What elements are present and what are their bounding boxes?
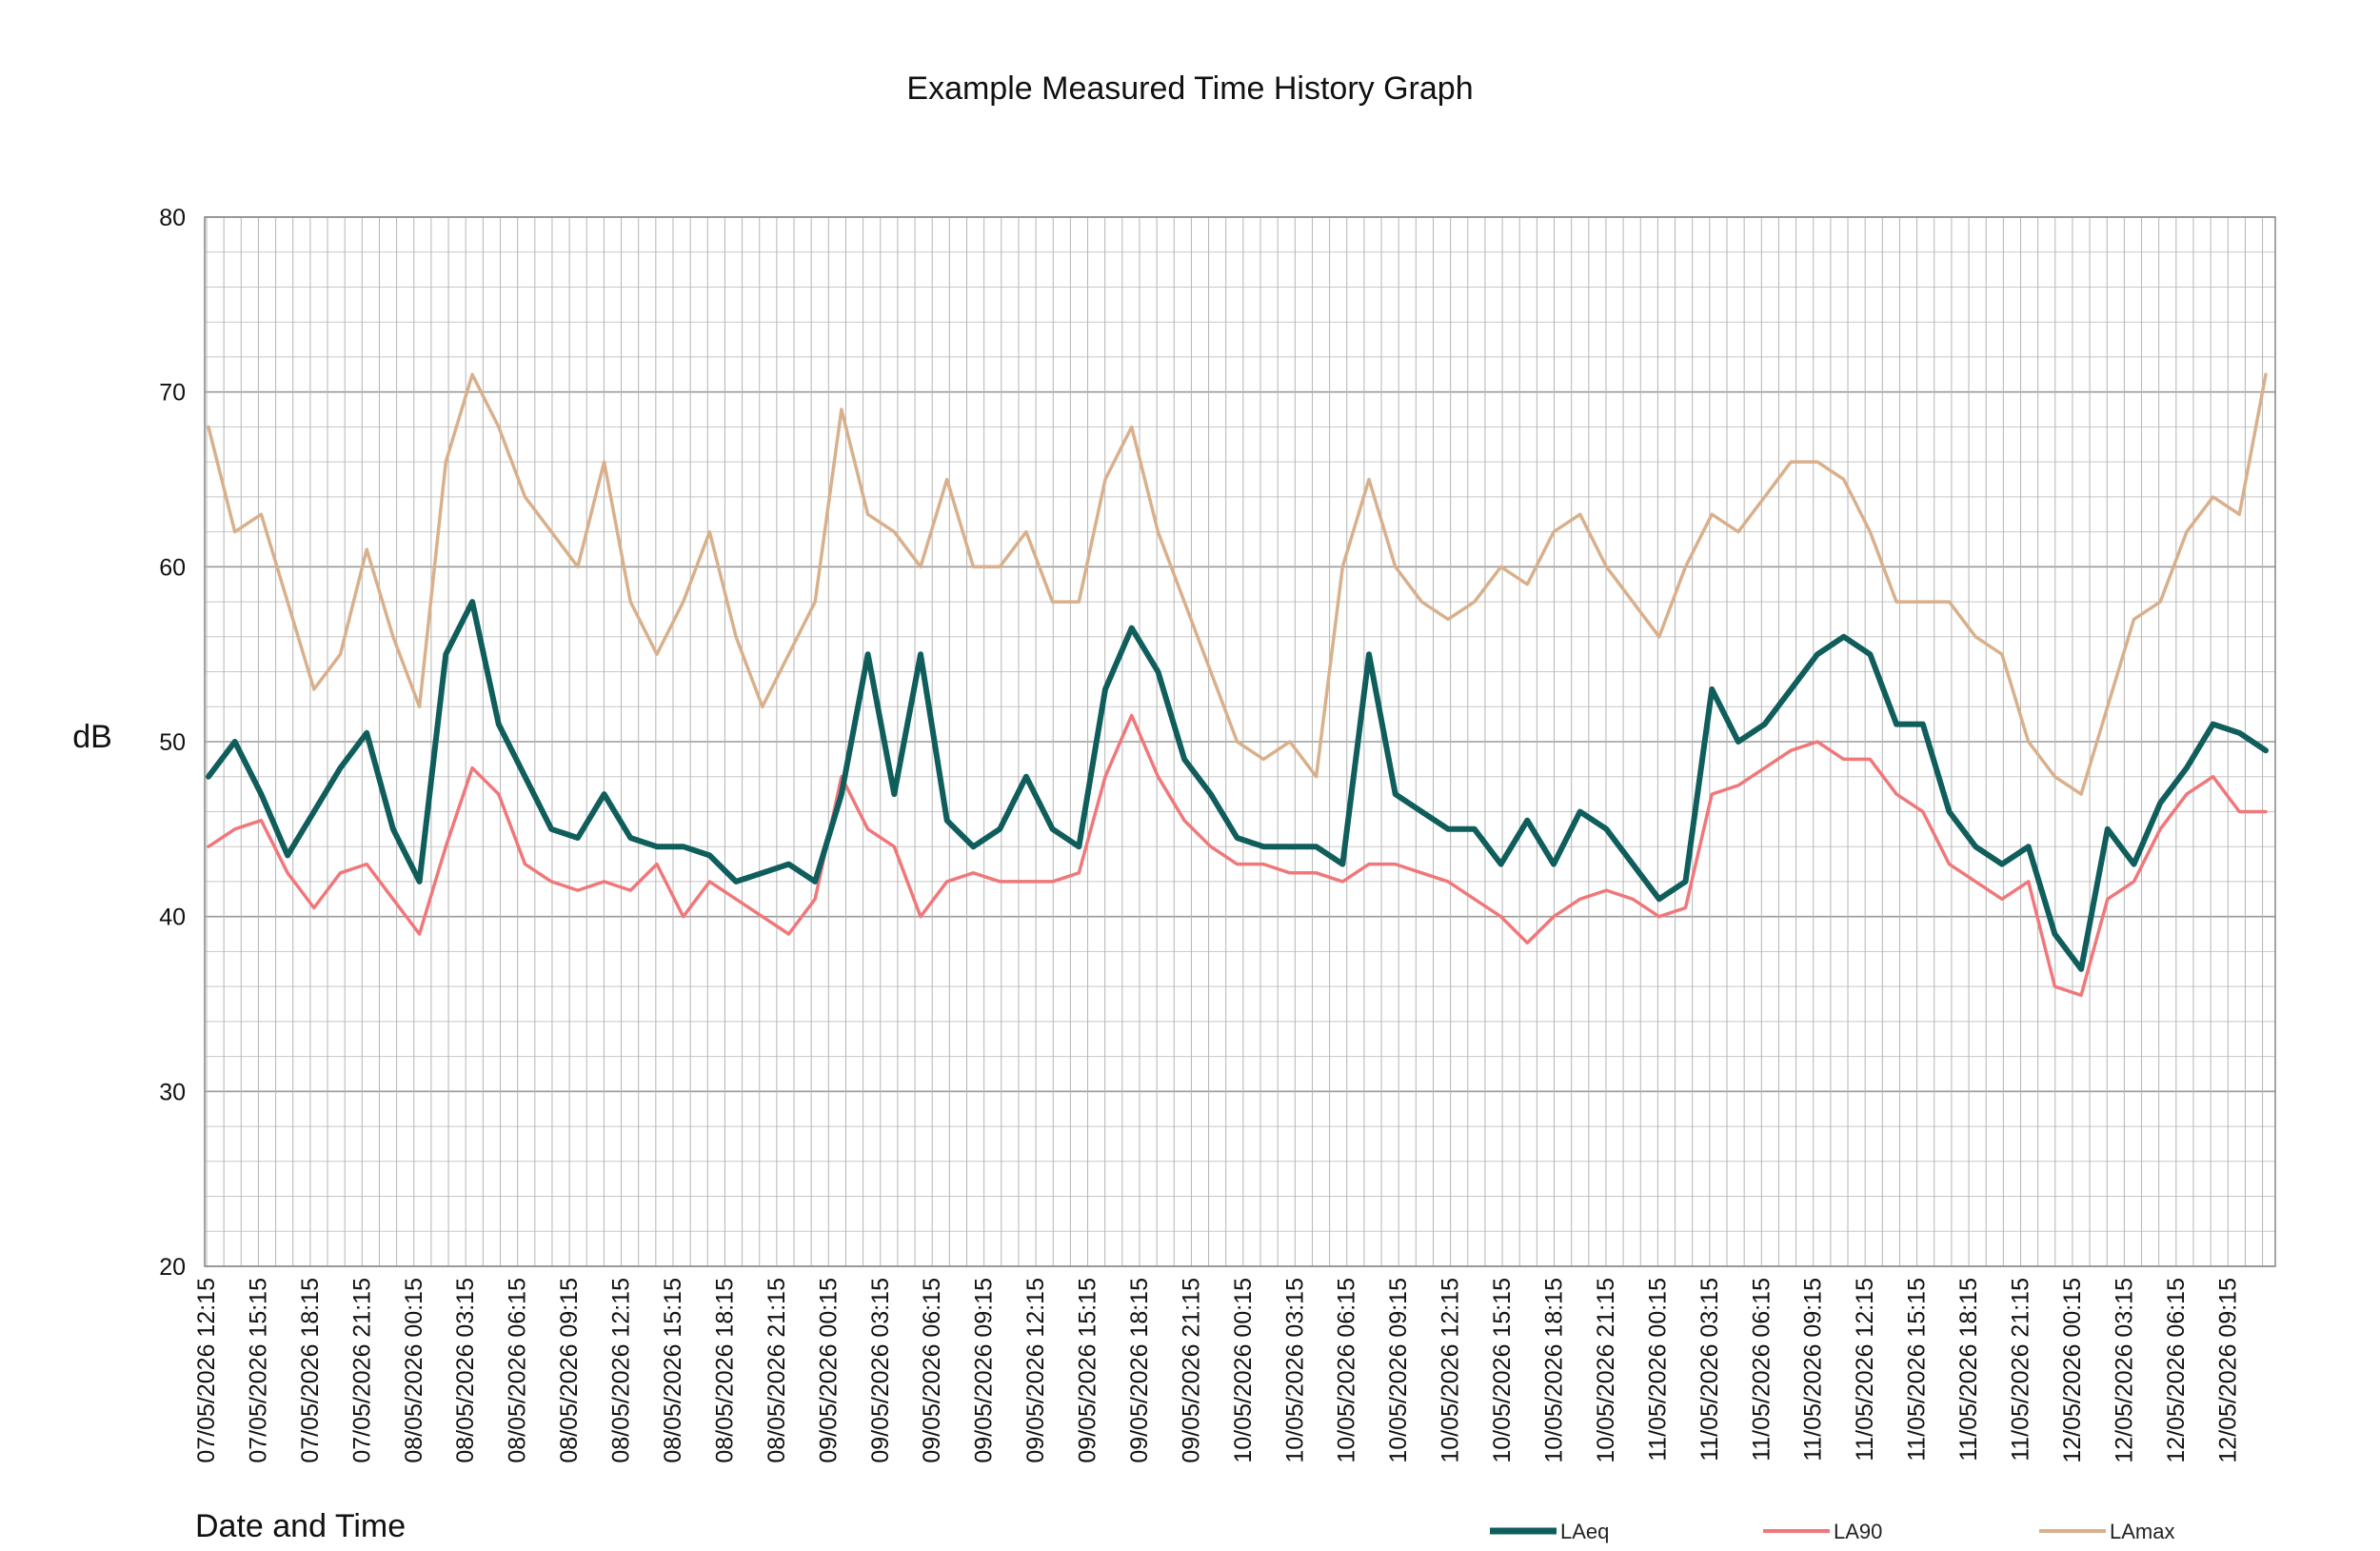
- x-tick-label: 11/05/2026 03:15: [1696, 1278, 1723, 1462]
- series-layer: [206, 372, 2269, 998]
- x-tick-label: 12/05/2026 06:15: [2163, 1278, 2190, 1463]
- x-tick-label: 07/05/2026 15:15: [245, 1278, 271, 1463]
- x-tick-label: 09/05/2026 18:15: [1126, 1278, 1153, 1463]
- x-tick-label: 11/05/2026 06:15: [1748, 1278, 1775, 1462]
- x-tick-label: 10/05/2026 06:15: [1334, 1278, 1360, 1463]
- x-tick-label: 07/05/2026 18:15: [297, 1278, 324, 1463]
- y-tick-label: 80: [159, 205, 186, 231]
- x-tick-label: 08/05/2026 18:15: [711, 1278, 738, 1463]
- y-tick-label: 20: [159, 1254, 186, 1281]
- x-tick-label: 08/05/2026 21:15: [764, 1278, 790, 1463]
- x-tick-label: 09/05/2026 03:15: [867, 1278, 894, 1463]
- x-tick-label: 11/05/2026 15:15: [1904, 1278, 1931, 1462]
- series-line-lamax: [207, 372, 2268, 796]
- x-tick-label: 09/05/2026 12:15: [1022, 1278, 1049, 1463]
- x-tick-label: 11/05/2026 12:15: [1852, 1278, 1878, 1462]
- plot-border: [204, 216, 2276, 1267]
- x-tick-label: 10/05/2026 21:15: [1593, 1278, 1619, 1463]
- x-tick-label: 10/05/2026 18:15: [1541, 1278, 1568, 1463]
- x-tick-label: 11/05/2026 09:15: [1800, 1278, 1827, 1462]
- x-tick-label: 08/05/2026 00:15: [401, 1278, 427, 1463]
- chart-title: Example Measured Time History Graph: [906, 70, 1473, 107]
- plot-area-border: [204, 216, 2276, 1267]
- grid-lines: [205, 216, 2275, 1267]
- x-tick-label: 10/05/2026 15:15: [1489, 1278, 1516, 1463]
- x-tick-label: 09/05/2026 00:15: [815, 1278, 842, 1463]
- legend-label-lamax: LAmax: [2110, 1520, 2174, 1543]
- y-tick-label: 60: [159, 554, 186, 581]
- legend-label-laeq: LAeq: [1560, 1520, 1609, 1543]
- x-tick-label: 12/05/2026 09:15: [2214, 1278, 2241, 1463]
- x-tick-label: 09/05/2026 15:15: [1075, 1278, 1101, 1463]
- y-tick-label: 30: [159, 1079, 186, 1105]
- x-tick-label: 11/05/2026 18:15: [1955, 1278, 1982, 1462]
- y-axis-ticks: 20 30 40 50 60 70 80: [159, 205, 186, 1281]
- x-tick-label: 09/05/2026 21:15: [1178, 1278, 1204, 1463]
- y-axis-title: dB: [72, 719, 112, 755]
- x-tick-label: 12/05/2026 03:15: [2111, 1278, 2137, 1463]
- x-tick-label: 11/05/2026 00:15: [1644, 1278, 1671, 1462]
- x-tick-label: 10/05/2026 03:15: [1281, 1278, 1308, 1463]
- x-tick-label: 11/05/2026 21:15: [2008, 1278, 2034, 1462]
- x-tick-label: 08/05/2026 09:15: [556, 1278, 583, 1463]
- x-tick-label: 10/05/2026 09:15: [1385, 1278, 1412, 1463]
- x-tick-label: 10/05/2026 00:15: [1230, 1278, 1257, 1463]
- series-line-la90: [207, 713, 2268, 998]
- x-axis-ticks: 07/05/2026 12:15 07/05/2026 15:15 07/05/20…: [193, 1278, 2241, 1463]
- x-tick-label: 10/05/2026 12:15: [1438, 1278, 1464, 1463]
- series-line-laeq: [206, 599, 2269, 972]
- x-tick-label: 08/05/2026 03:15: [452, 1278, 479, 1463]
- x-tick-label: 09/05/2026 09:15: [971, 1278, 998, 1463]
- x-axis-title: Date and Time: [195, 1508, 406, 1544]
- legend: LAeq LA90 LAmax: [1490, 1520, 2174, 1543]
- x-tick-label: 09/05/2026 06:15: [919, 1278, 945, 1463]
- x-tick-label: 12/05/2026 00:15: [2059, 1278, 2086, 1463]
- y-tick-label: 70: [159, 380, 186, 407]
- x-tick-label: 08/05/2026 12:15: [608, 1278, 635, 1463]
- y-tick-label: 40: [159, 905, 186, 931]
- y-tick-label: 50: [159, 729, 186, 756]
- x-tick-label: 07/05/2026 12:15: [193, 1278, 220, 1463]
- legend-label-la90: LA90: [1834, 1520, 1882, 1543]
- x-tick-label: 08/05/2026 06:15: [505, 1278, 531, 1463]
- x-tick-label: 08/05/2026 15:15: [660, 1278, 686, 1463]
- x-tick-label: 07/05/2026 21:15: [348, 1278, 375, 1463]
